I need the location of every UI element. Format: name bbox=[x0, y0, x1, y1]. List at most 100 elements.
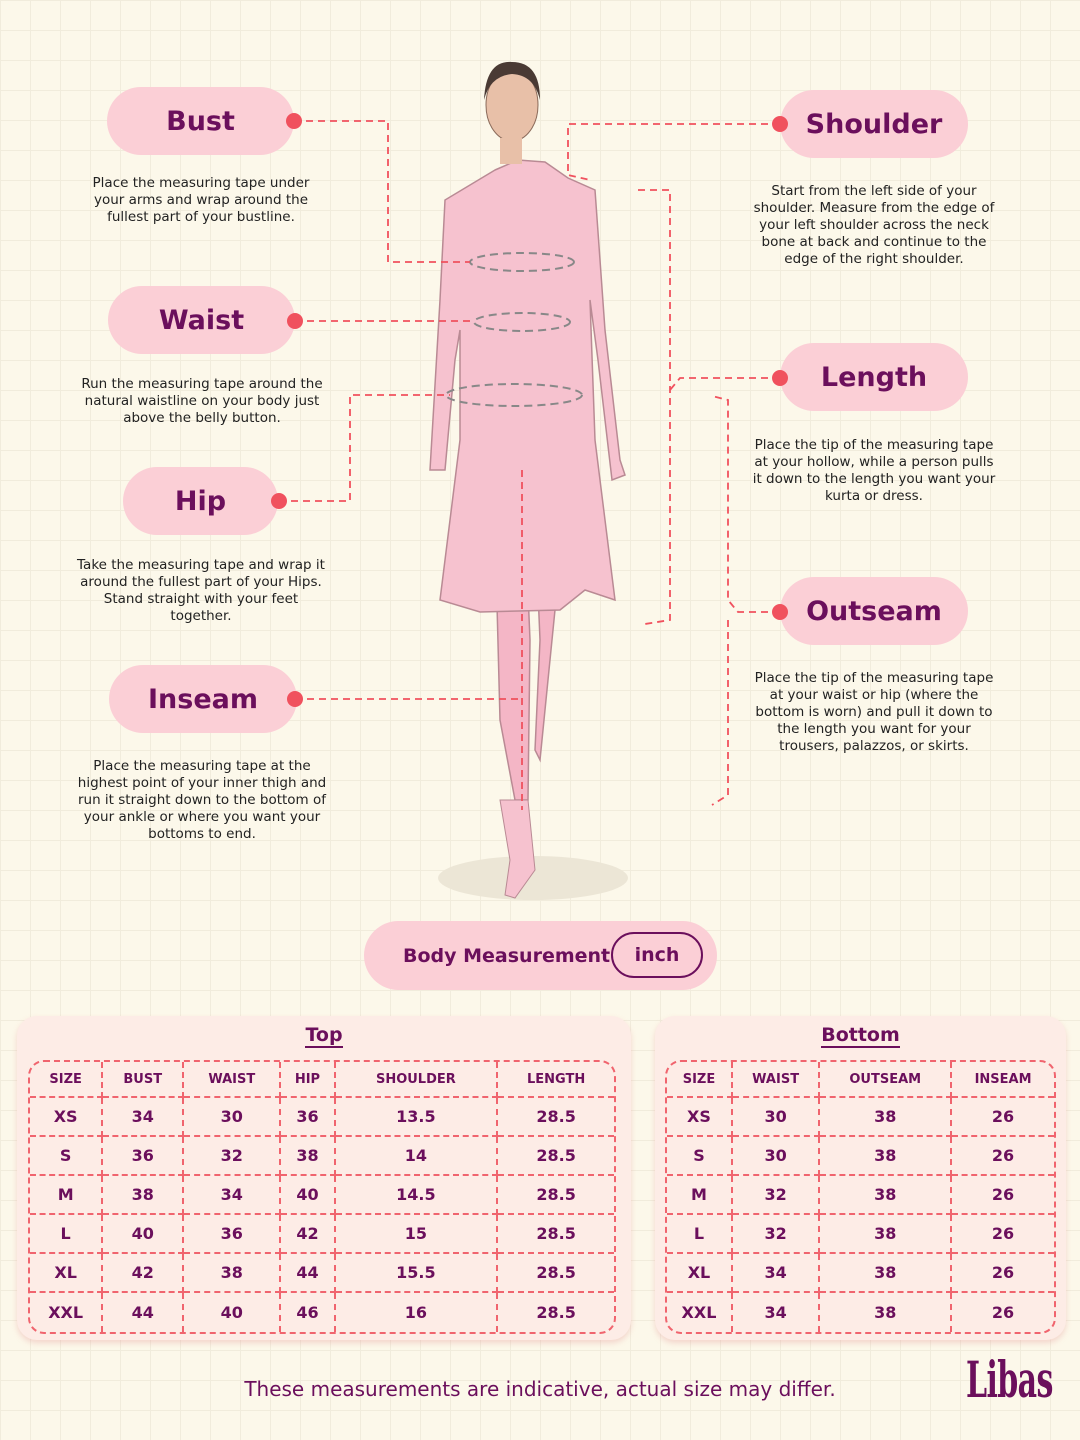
body-measurement-label: Body Measurement bbox=[403, 944, 611, 967]
waist-description: Run the measuring tape around the natura… bbox=[81, 376, 323, 426]
inseam-label: Inseam bbox=[109, 665, 297, 733]
table-row: XL 42 38 44 15.5 28.5 bbox=[30, 1254, 614, 1293]
table-cell: 15.5 bbox=[335, 1254, 499, 1293]
shoulder-label: Shoulder bbox=[780, 90, 968, 158]
table-row: XL 34 38 26 bbox=[667, 1254, 1054, 1293]
table-row: M 32 38 26 bbox=[667, 1176, 1054, 1215]
shoulder-marker-dot bbox=[772, 116, 788, 132]
outseam-label: Outseam bbox=[780, 577, 968, 645]
table-row: L 40 36 42 15 28.5 bbox=[30, 1215, 614, 1254]
table-cell: 13.5 bbox=[335, 1098, 499, 1137]
table-cell: 30 bbox=[732, 1098, 821, 1137]
table-cell: 38 bbox=[820, 1098, 953, 1137]
figure-illustration bbox=[279, 61, 780, 900]
table-cell: 30 bbox=[184, 1098, 282, 1137]
column-header: BUST bbox=[103, 1062, 185, 1098]
table-cell: 26 bbox=[952, 1176, 1054, 1215]
waist-marker-dot bbox=[287, 313, 303, 329]
table-cell: 44 bbox=[281, 1254, 336, 1293]
table-cell: 34 bbox=[184, 1176, 282, 1215]
length-label: Length bbox=[780, 343, 968, 411]
table-cell: 32 bbox=[184, 1137, 282, 1176]
hip-label: Hip bbox=[123, 467, 278, 535]
table-cell: XS bbox=[667, 1098, 733, 1137]
table-cell: 28.5 bbox=[498, 1215, 614, 1254]
table-header-row: SIZE BUST WAIST HIP SHOULDER LENGTH bbox=[30, 1062, 614, 1098]
column-header: HIP bbox=[281, 1062, 336, 1098]
table-cell: 44 bbox=[103, 1293, 185, 1332]
bust-marker-dot bbox=[286, 113, 302, 129]
unit-inch-button[interactable]: inch bbox=[611, 932, 703, 978]
column-header: OUTSEAM bbox=[820, 1062, 953, 1098]
bust-description: Place the measuring tape under your arms… bbox=[92, 175, 310, 225]
table-cell: XXL bbox=[667, 1293, 733, 1332]
table-cell: 14 bbox=[335, 1137, 499, 1176]
table-row: L 32 38 26 bbox=[667, 1215, 1054, 1254]
table-cell: 40 bbox=[281, 1176, 336, 1215]
table-cell: L bbox=[667, 1215, 733, 1254]
libas-logo: Libas bbox=[966, 1350, 1053, 1409]
table-cell: 38 bbox=[184, 1254, 282, 1293]
table-cell: 28.5 bbox=[498, 1176, 614, 1215]
inseam-marker-dot bbox=[287, 691, 303, 707]
table-cell: 40 bbox=[103, 1215, 185, 1254]
disclaimer: These measurements are indicative, actua… bbox=[244, 1377, 836, 1401]
top-size-panel: Top SIZE BUST WAIST HIP SHOULDER LENGTH XS 34 30… bbox=[17, 1016, 631, 1340]
table-cell: XL bbox=[667, 1254, 733, 1293]
table-cell: 34 bbox=[732, 1254, 821, 1293]
table-cell: 34 bbox=[733, 1293, 821, 1332]
table-cell: 26 bbox=[952, 1098, 1054, 1137]
table-header-row: SIZE WAIST OUTSEAM INSEAM bbox=[667, 1062, 1054, 1098]
table-cell: 32 bbox=[732, 1176, 821, 1215]
table-cell: 38 bbox=[281, 1137, 336, 1176]
table-cell: 26 bbox=[991, 1303, 1015, 1322]
table-cell: 38 bbox=[103, 1176, 185, 1215]
column-header: INSEAM bbox=[952, 1062, 1054, 1098]
top-table-title: Top bbox=[305, 1024, 343, 1048]
table-cell: 16 bbox=[336, 1293, 499, 1332]
table-cell: 30 bbox=[732, 1137, 821, 1176]
table-row: XS 34 30 36 13.5 28.5 bbox=[30, 1098, 614, 1137]
table-row: M 38 34 40 14.5 28.5 bbox=[30, 1176, 614, 1215]
table-row: XXL 34 38 26 bbox=[667, 1293, 1054, 1332]
table-cell: 26 bbox=[952, 1215, 1054, 1254]
table-cell: 15 bbox=[335, 1215, 499, 1254]
bust-label: Bust bbox=[107, 87, 294, 155]
table-cell: 26 bbox=[952, 1254, 1054, 1293]
top-size-table: SIZE BUST WAIST HIP SHOULDER LENGTH XS 34 30 36 13… bbox=[28, 1060, 616, 1334]
table-cell: 28.5 bbox=[536, 1303, 576, 1322]
waist-label: Waist bbox=[108, 286, 295, 354]
table-cell: 28.5 bbox=[498, 1137, 614, 1176]
body-measurement-toggle: Body Measurement inch bbox=[364, 921, 717, 990]
table-cell: 38 bbox=[820, 1176, 953, 1215]
bottom-table-title: Bottom bbox=[821, 1024, 900, 1048]
table-row: XS 30 38 26 bbox=[667, 1098, 1054, 1137]
table-row: S 30 38 26 bbox=[667, 1137, 1054, 1176]
bottom-size-table: SIZE WAIST OUTSEAM INSEAM XS 30 38 26 S 30 38 26 M 32… bbox=[665, 1060, 1056, 1334]
table-cell: 38 bbox=[820, 1215, 953, 1254]
table-cell: 36 bbox=[103, 1137, 185, 1176]
column-header: WAIST bbox=[184, 1062, 282, 1098]
table-cell: 32 bbox=[732, 1215, 821, 1254]
hip-marker-dot bbox=[271, 493, 287, 509]
table-cell: XXL bbox=[30, 1293, 104, 1332]
table-cell: 40 bbox=[184, 1293, 282, 1332]
column-header: WAIST bbox=[732, 1062, 821, 1098]
table-cell: S bbox=[30, 1137, 104, 1176]
length-description: Place the tip of the measuring tape at y… bbox=[752, 437, 996, 504]
inseam-description: Place the measuring tape at the highest … bbox=[77, 758, 327, 842]
table-cell: XS bbox=[30, 1098, 104, 1137]
table-cell: M bbox=[667, 1176, 733, 1215]
table-cell: 36 bbox=[281, 1098, 336, 1137]
length-marker-dot bbox=[772, 370, 788, 386]
table-cell: 36 bbox=[184, 1215, 282, 1254]
shoulder-description: Start from the left side of your shoulde… bbox=[753, 183, 995, 267]
table-row: XXL 44 40 46 16 28.5 bbox=[30, 1293, 614, 1332]
bottom-size-panel: Bottom SIZE WAIST OUTSEAM INSEAM XS 30 38 26 S 30… bbox=[655, 1016, 1066, 1340]
column-header: LENGTH bbox=[498, 1062, 614, 1098]
table-cell: 28.5 bbox=[498, 1254, 614, 1293]
table-cell: 28.5 bbox=[498, 1098, 614, 1137]
table-cell: 38 bbox=[820, 1137, 953, 1176]
column-header: SIZE bbox=[30, 1062, 104, 1098]
table-cell: L bbox=[30, 1215, 104, 1254]
